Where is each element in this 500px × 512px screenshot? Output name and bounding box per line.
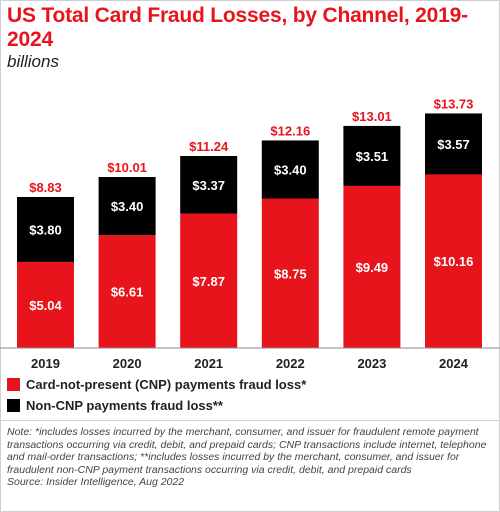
x-tick-label-2020: 2020 [113,356,142,371]
note-text: Note: *includes losses incurred by the m… [7,426,487,476]
total-label-2021: $11.24 [189,139,229,154]
legend-swatch-cnp [7,378,20,391]
chart-subtitle: billions [7,52,59,71]
data-label-non-cnp-2021: $3.37 [192,178,225,193]
note-divider [0,420,500,421]
bar-non-cnp-2021 [180,155,238,214]
data-label-non-cnp-2024: $3.57 [437,137,470,152]
legend-item-non-cnp: Non-CNP payments fraud loss** [7,395,306,416]
legend-swatch-non-cnp [7,399,20,412]
x-tick-label-2019: 2019 [31,356,60,371]
data-label-cnp-2021: $7.87 [192,274,225,289]
data-label-non-cnp-2020: $3.40 [111,199,144,214]
data-label-non-cnp-2019: $3.80 [29,222,62,237]
data-label-cnp-2022: $8.75 [274,266,307,281]
data-label-cnp-2023: $9.49 [356,260,389,275]
bar-cnp-2021 [180,213,238,348]
total-label-2022: $12.16 [270,123,310,138]
legend-label-non-cnp: Non-CNP payments fraud loss** [26,398,223,413]
bar-non-cnp-2022 [261,140,319,199]
data-label-cnp-2024: $10.16 [434,254,474,269]
legend: Card-not-present (CNP) payments fraud lo… [7,374,306,416]
bar-non-cnp-2024 [425,113,482,175]
source-text: Source: Insider Intelligence, Aug 2022 [7,476,185,489]
data-label-non-cnp-2022: $3.40 [274,162,307,177]
bar-non-cnp-2023 [343,125,401,186]
x-tick-label-2023: 2023 [357,356,386,371]
legend-item-cnp: Card-not-present (CNP) payments fraud lo… [7,374,306,395]
total-label-2023: $13.01 [352,109,392,124]
total-label-2019: $8.83 [29,180,62,195]
bar-cnp-2019 [17,261,74,348]
bar-cnp-2022 [261,198,319,348]
footnote: Note: *includes losses incurred by the m… [7,426,495,489]
bar-cnp-2024 [425,174,482,348]
bar-non-cnp-2019 [17,196,74,262]
legend-label-cnp: Card-not-present (CNP) payments fraud lo… [26,377,307,392]
x-tick-label-2022: 2022 [276,356,305,371]
data-label-cnp-2019: $5.04 [29,298,62,313]
stacked-bar-chart: $5.04 $3.80 $8.83 2019 $6.61 $3.40 $10.01 2020 $… [0,96,500,371]
x-tick-label-2021: 2021 [194,356,223,371]
bar-non-cnp-2020 [98,176,156,236]
total-label-2020: $10.01 [107,160,147,175]
chart-title: US Total Card Fraud Losses, by Channel, … [7,4,468,51]
total-label-2024: $13.73 [434,96,474,111]
bar-cnp-2020 [98,235,156,348]
data-label-non-cnp-2023: $3.51 [356,149,389,164]
bar-cnp-2023 [343,185,401,348]
x-tick-label-2024: 2024 [439,356,469,371]
data-label-cnp-2020: $6.61 [111,285,144,300]
